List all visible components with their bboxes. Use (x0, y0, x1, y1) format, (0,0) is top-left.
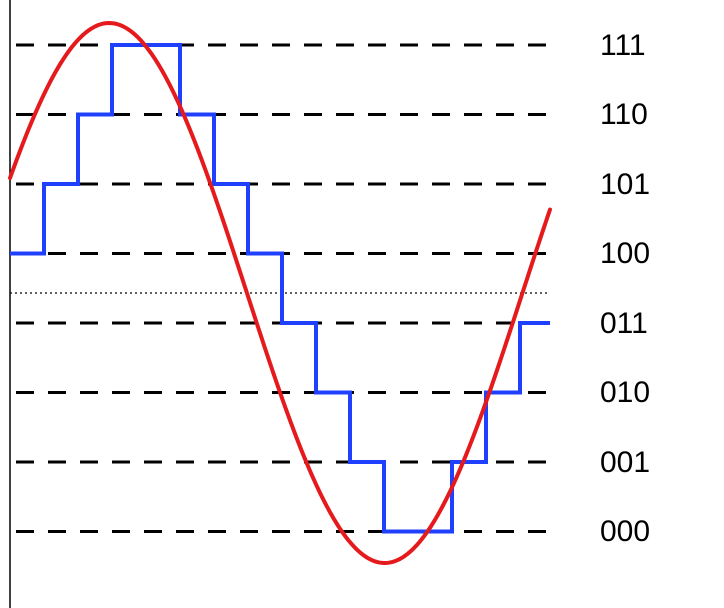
level-label: 101 (600, 168, 650, 202)
level-label: 100 (600, 237, 650, 271)
level-label: 111 (600, 29, 646, 63)
level-label: 001 (600, 446, 650, 480)
level-label: 010 (600, 376, 650, 410)
level-label: 000 (600, 515, 650, 549)
level-label: 110 (600, 98, 648, 132)
quantized-stair (10, 45, 550, 532)
level-label: 011 (600, 307, 648, 341)
